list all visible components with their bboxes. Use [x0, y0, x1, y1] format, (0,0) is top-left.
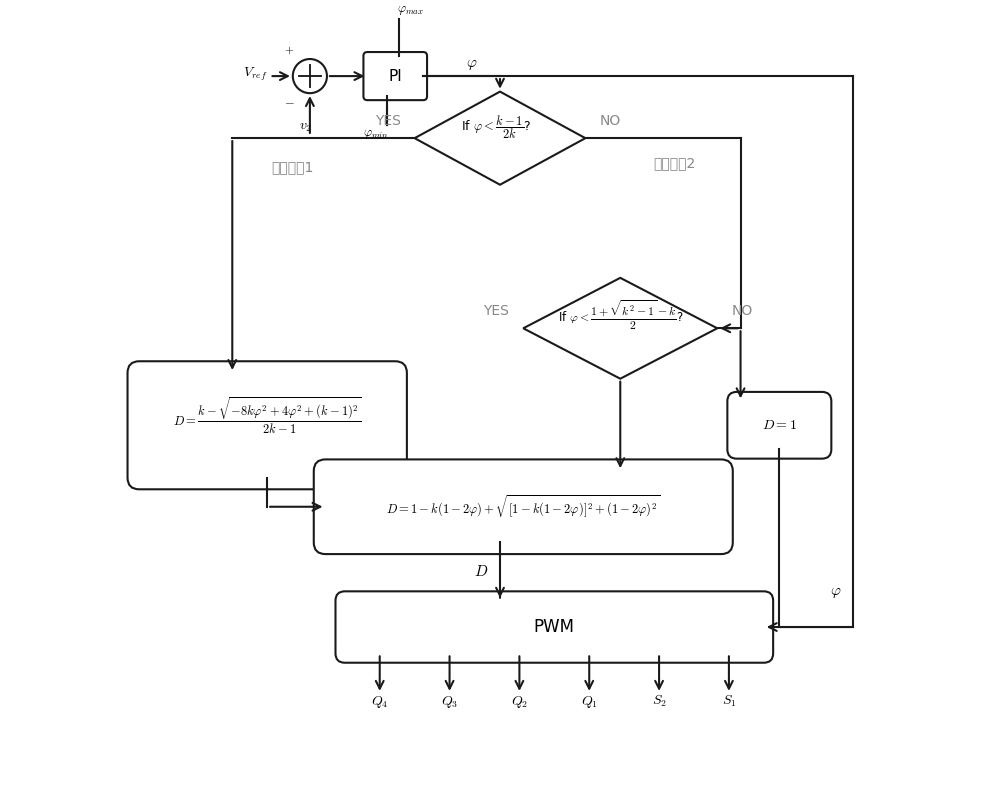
- FancyBboxPatch shape: [363, 52, 427, 100]
- FancyBboxPatch shape: [314, 459, 733, 554]
- FancyBboxPatch shape: [727, 392, 831, 458]
- Polygon shape: [523, 278, 717, 378]
- Text: YES: YES: [375, 114, 401, 128]
- Text: $\varphi$: $\varphi$: [830, 586, 841, 601]
- Text: $V_{ref}$: $V_{ref}$: [243, 66, 267, 83]
- Text: $-$: $-$: [284, 96, 294, 108]
- Text: $\varphi_{max}$: $\varphi_{max}$: [397, 4, 424, 16]
- Text: $Q_1$: $Q_1$: [581, 693, 598, 710]
- Text: $D=\dfrac{k-\sqrt{-8k\varphi^2+4\varphi^2+(k-1)^2}}{2k-1}$: $D=\dfrac{k-\sqrt{-8k\varphi^2+4\varphi^…: [173, 396, 362, 436]
- Text: YES: YES: [483, 305, 509, 318]
- FancyBboxPatch shape: [335, 591, 773, 663]
- Text: $D=1-k(1-2\varphi)+\sqrt{[1-k(1-2\varphi)]^2+(1-2\varphi)^2}$: $D=1-k(1-2\varphi)+\sqrt{[1-k(1-2\varphi…: [386, 494, 660, 520]
- Text: $Q_2$: $Q_2$: [511, 693, 528, 710]
- Text: $D=1$: $D=1$: [762, 418, 797, 433]
- Text: PI: PI: [388, 68, 402, 83]
- FancyBboxPatch shape: [128, 361, 407, 489]
- Text: 工作模式1: 工作模式1: [271, 161, 313, 174]
- Text: 工作模式2: 工作模式2: [653, 156, 696, 170]
- Text: PWM: PWM: [534, 618, 575, 636]
- Text: $\varphi$: $\varphi$: [466, 57, 477, 72]
- Text: $D$: $D$: [474, 564, 488, 579]
- Text: NO: NO: [731, 305, 752, 318]
- Text: $S_2$: $S_2$: [652, 694, 667, 709]
- Text: $S_1$: $S_1$: [722, 694, 736, 709]
- Text: $Q_3$: $Q_3$: [441, 693, 458, 710]
- Text: If $\varphi <\dfrac{1+\sqrt{k^2-1}-k}{2}$?: If $\varphi <\dfrac{1+\sqrt{k^2-1}-k}{2}…: [558, 298, 683, 332]
- Polygon shape: [415, 92, 585, 184]
- Text: $Q_4$: $Q_4$: [371, 693, 389, 710]
- Text: If $\varphi <\dfrac{k-1}{2k}$?: If $\varphi <\dfrac{k-1}{2k}$?: [461, 113, 531, 141]
- Text: $+$: $+$: [284, 45, 294, 56]
- Text: $v_2$: $v_2$: [299, 120, 313, 134]
- Text: NO: NO: [599, 114, 621, 128]
- Text: $\varphi_{min}$: $\varphi_{min}$: [363, 128, 389, 141]
